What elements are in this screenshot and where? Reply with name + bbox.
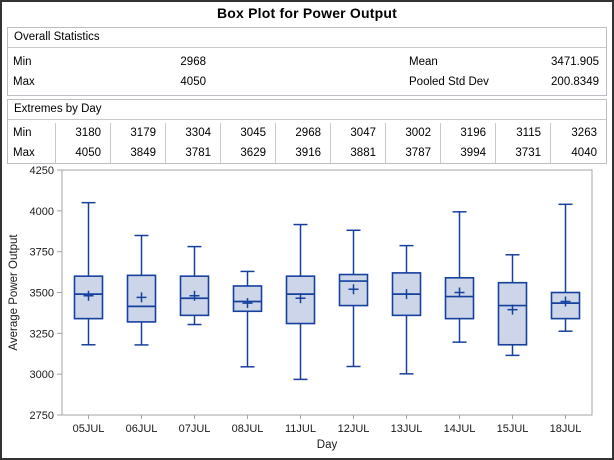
x-tick-label: 13JUL	[391, 423, 423, 435]
stat-value: 4050	[180, 76, 206, 88]
y-tick-label: 3250	[30, 328, 54, 340]
box-plot-chart: 2750 3000 3250 3500 3750 4000 4250 Average Powe…	[2, 163, 612, 458]
stat-label: Min	[13, 56, 32, 68]
extremes-cell: 3881	[331, 143, 386, 163]
extremes-cell: 3180	[56, 123, 111, 143]
x-tick-label: 08JUL	[232, 423, 264, 435]
extremes-cell: 3731	[496, 143, 551, 163]
extremes-row-label: Max	[8, 143, 56, 163]
x-tick-label: 05JUL	[73, 423, 105, 435]
x-tick-label: 11JUL	[285, 423, 316, 435]
box-group-07JUL	[179, 245, 210, 326]
y-axis-title: Average Power Output	[8, 234, 20, 351]
y-tick-label: 4000	[30, 206, 54, 218]
page-title: Box Plot for Power Output	[217, 5, 397, 21]
stats-row-min-mean: Min 2968 Mean 3471.905	[13, 52, 599, 72]
x-tick-label: 15JUL	[497, 423, 529, 435]
extremes-cell: 3047	[331, 123, 386, 143]
extremes-cell: 3304	[166, 123, 221, 143]
extremes-row-label: Min	[8, 123, 56, 143]
extremes-cell: 3115	[496, 123, 551, 143]
box-group-08JUL	[232, 270, 263, 368]
overall-statistics-body: Min 2968 Mean 3471.905 Max 4050 Pooled S…	[8, 48, 606, 92]
stat-value: 2968	[180, 56, 206, 68]
x-tick-label: 07JUL	[179, 423, 211, 435]
extremes-cell: 3994	[441, 143, 496, 163]
extremes-table: Min 3180 3179 3304 3045 2968 3047 3002 3196 3115 3…	[8, 120, 606, 163]
stats-row-max-stddev: Max 4050 Pooled Std Dev 200.8349	[13, 72, 599, 92]
extremes-by-day-panel: Extremes by Day Min 3180 3179 3304 3045 2968 3…	[7, 99, 607, 164]
extremes-cell: 4040	[571, 147, 597, 159]
box-group-11JUL	[285, 223, 316, 381]
x-tick-label: 18JUL	[550, 423, 582, 435]
extremes-cell: 3002	[386, 123, 441, 143]
x-axis-title: Day	[317, 439, 338, 451]
box-group-15JUL	[497, 254, 528, 357]
stat-label: Max	[13, 76, 35, 88]
stat-value: 200.8349	[551, 76, 599, 88]
extremes-cell: 4050	[56, 143, 111, 163]
extremes-cell: 3916	[276, 143, 331, 163]
overall-statistics-header: Overall Statistics	[8, 28, 606, 48]
x-tick-label: 14JUL	[444, 423, 476, 435]
x-tick-label: 06JUL	[126, 423, 158, 435]
x-tick-label: 12JUL	[338, 423, 370, 435]
extremes-cell: 3629	[221, 143, 276, 163]
y-tick-label: 4250	[30, 165, 54, 177]
extremes-cell: 3849	[111, 143, 166, 163]
box-group-05JUL	[73, 201, 104, 346]
extremes-cell: 3781	[166, 143, 221, 163]
extremes-cell: 2968	[276, 123, 331, 143]
y-tick-label: 3500	[30, 288, 54, 300]
box-group-14JUL	[444, 211, 475, 343]
extremes-by-day-header: Extremes by Day	[8, 100, 606, 120]
box-group-06JUL	[126, 234, 157, 346]
iqr-box	[126, 274, 157, 323]
box-group-12JUL	[338, 229, 369, 368]
iqr-box	[444, 277, 475, 320]
y-tick-label: 3750	[30, 247, 54, 259]
extremes-cell: 3787	[386, 143, 441, 163]
extremes-cell: 3196	[441, 123, 496, 143]
stat-label: Mean	[409, 56, 438, 68]
box-group-13JUL	[391, 244, 422, 375]
extremes-cell: 3263	[571, 127, 597, 139]
y-tick-label: 3000	[30, 369, 54, 381]
box-plot-svg: 2750 3000 3250 3500 3750 4000 4250 Average Powe…	[8, 165, 593, 451]
overall-statistics-panel: Overall Statistics Min 2968 Mean 3471.90…	[7, 27, 607, 96]
y-tick-label: 2750	[30, 410, 54, 422]
box-group-18JUL	[550, 203, 581, 332]
extremes-cell: 3045	[221, 123, 276, 143]
stat-label: Pooled Std Dev	[409, 76, 489, 88]
extremes-cell: 3179	[111, 123, 166, 143]
stat-value: 3471.905	[551, 56, 599, 68]
